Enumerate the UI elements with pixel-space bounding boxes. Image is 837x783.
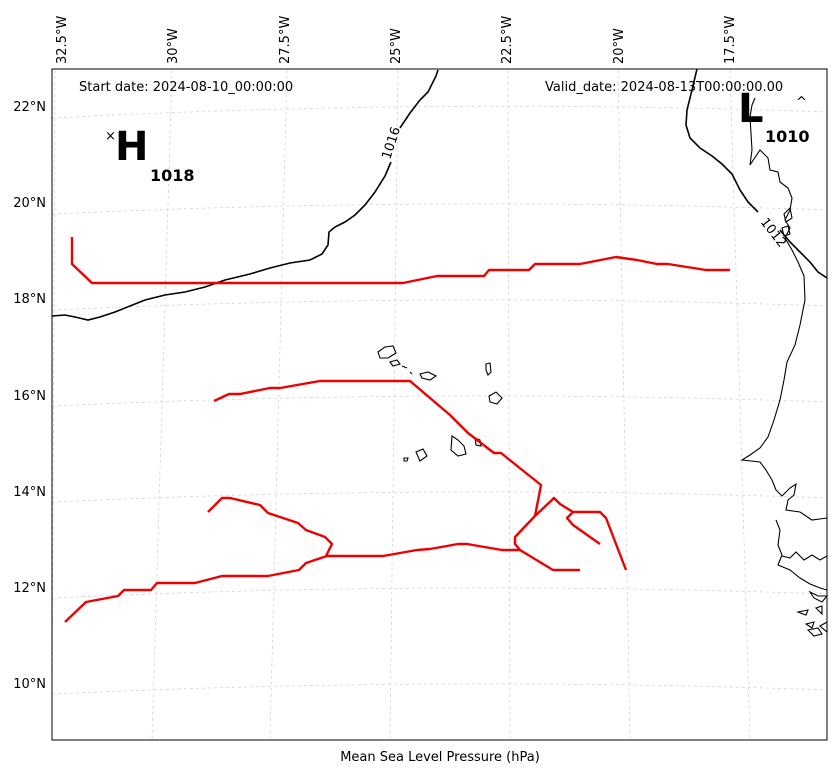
coastline: [740, 97, 829, 637]
high-pressure-value: 1018: [150, 166, 195, 185]
graticule: [51, 69, 828, 741]
isobar-1012-line-north: [685, 68, 759, 213]
storm-tracks: [64, 237, 730, 623]
lat-tick-label: 18°N: [13, 292, 46, 307]
storm-track-central: [213, 379, 543, 517]
isobar-1016-label: 1016: [380, 125, 404, 161]
lat-tick-label: 12°N: [13, 581, 46, 596]
storm-track-loop: [207, 496, 334, 557]
low-center-marker: ^: [796, 95, 807, 110]
isobar-1012-label: 1012: [757, 215, 789, 250]
lat-tick-label: 20°N: [13, 196, 46, 211]
start-date-label: Start date: 2024-08-10_00:00:00: [79, 80, 293, 95]
lon-tick-label: 27.5°W: [278, 16, 293, 64]
storm-track-east-branch: [565, 511, 601, 545]
lat-tick-label: 22°N: [13, 100, 46, 115]
lat-tick-label: 10°N: [13, 677, 46, 692]
high-pressure-letter: H: [115, 124, 148, 170]
lon-tick-label: 25°W: [389, 28, 404, 64]
map-frame: [51, 68, 828, 741]
lon-tick-label: 17.5°W: [723, 16, 738, 64]
storm-track-east-loop: [513, 496, 628, 571]
storm-track-northern: [70, 237, 730, 285]
lon-tick-label: 22.5°W: [500, 16, 515, 64]
isobar-lines: [51, 68, 828, 321]
lon-tick-label: 30°W: [166, 28, 181, 64]
low-pressure-letter: L: [738, 86, 764, 132]
low-pressure-value: 1010: [765, 127, 810, 146]
map-caption: Mean Sea Level Pressure (hPa): [340, 750, 540, 765]
isobar-1016-line-upper: [399, 69, 439, 129]
isobar-1012-line-south: [779, 229, 828, 279]
cape-verde-islands: [377, 345, 503, 462]
storm-track-southern: [64, 542, 580, 623]
lat-tick-label: 16°N: [13, 389, 46, 404]
high-center-marker: ×: [105, 129, 116, 144]
lon-tick-label: 20°W: [612, 28, 627, 64]
lat-tick-label: 14°N: [13, 485, 46, 500]
valid-date-label: Valid_date: 2024-08-13T00:00:00.00: [545, 80, 783, 95]
isobar-1016-line: [51, 161, 392, 321]
lon-tick-label: 32.5°W: [55, 16, 70, 64]
